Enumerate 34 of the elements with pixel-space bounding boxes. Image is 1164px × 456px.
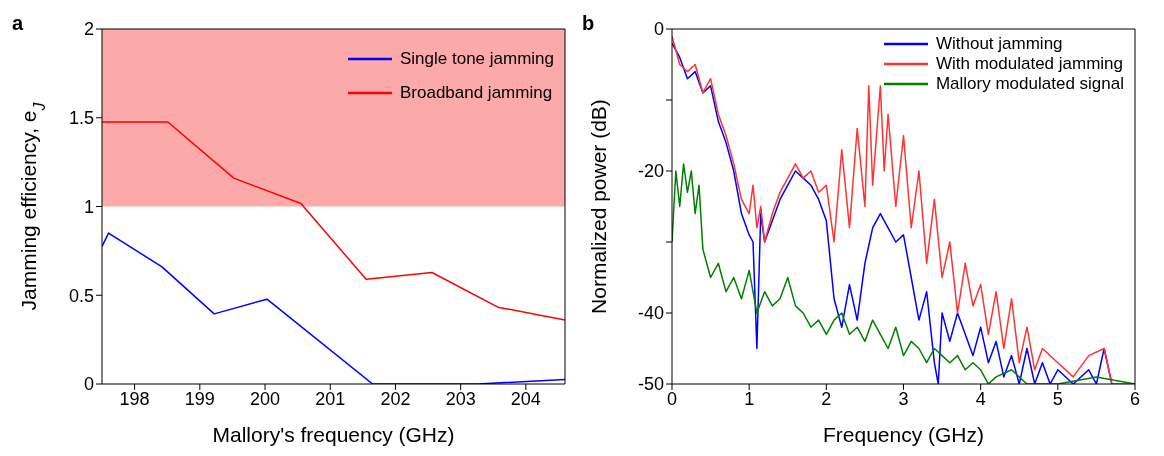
x-axis-title: Mallory's frequency (GHz) — [212, 423, 455, 446]
y-tick-label: 0 — [83, 374, 94, 395]
x-tick-label: 198 — [119, 388, 150, 409]
y-tick-label: 1.5 — [68, 108, 94, 129]
y-tick-label: 0 — [653, 19, 664, 40]
y-axis-title: Normalized power (dB) — [587, 99, 610, 314]
y-tick-label: 1 — [83, 196, 94, 217]
x-tick-label: 3 — [898, 388, 909, 409]
x-axis-title: Frequency (GHz) — [822, 423, 985, 446]
y-tick-label: -40 — [637, 303, 664, 324]
y-tick-label: 2 — [83, 19, 94, 40]
x-tick-label: 204 — [510, 388, 541, 409]
x-tick-label: 201 — [315, 388, 346, 409]
x-tick-label: 4 — [975, 388, 986, 409]
y-tick-label: -20 — [637, 161, 664, 182]
legend-label: Single tone jamming — [399, 48, 554, 70]
legend-label: Mallory modulated signal — [935, 74, 1124, 94]
y-tick-label: 0.5 — [68, 285, 94, 306]
x-tick-label: 199 — [184, 388, 215, 409]
x-tick-label: 6 — [1129, 388, 1141, 409]
x-tick-label: 0 — [666, 388, 678, 409]
chart-title: b — [582, 12, 595, 35]
chart-title: a — [12, 12, 24, 35]
x-tick-label: 5 — [1052, 388, 1063, 409]
x-tick-label: 203 — [445, 388, 476, 409]
x-tick-label: 200 — [250, 388, 281, 409]
x-tick-label: 202 — [380, 388, 411, 409]
x-tick-label: 1 — [744, 388, 755, 409]
y-tick-label: -50 — [637, 374, 664, 395]
line-series — [102, 121, 565, 321]
x-tick-label: 2 — [821, 388, 832, 409]
legend-label: Broadband jamming — [399, 82, 553, 104]
legend-label: Without jamming — [935, 34, 1063, 54]
legend-label: With modulated jamming — [935, 54, 1124, 74]
